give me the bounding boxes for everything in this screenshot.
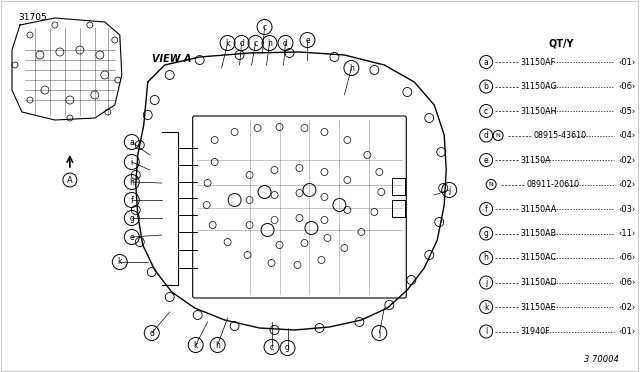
Text: 31150AH: 31150AH: [520, 106, 557, 115]
Text: a: a: [129, 138, 134, 147]
Text: ‹06›: ‹06›: [618, 278, 636, 287]
Text: h: h: [267, 38, 272, 48]
Text: b: b: [484, 82, 488, 91]
Text: 08915-43610: 08915-43610: [533, 131, 586, 140]
Text: ‹03›: ‹03›: [618, 205, 636, 214]
Text: k: k: [193, 340, 198, 350]
Text: i: i: [131, 157, 133, 167]
Text: N: N: [489, 182, 493, 187]
Text: g: g: [484, 229, 488, 238]
Text: j: j: [485, 278, 487, 287]
Text: d: d: [283, 38, 288, 48]
Text: 31150AA: 31150AA: [520, 205, 556, 214]
Text: k: k: [225, 38, 230, 48]
Text: 31150A: 31150A: [520, 155, 551, 164]
Text: ‹02›: ‹02›: [618, 180, 635, 189]
Text: ‹11›: ‹11›: [618, 229, 635, 238]
Text: h: h: [129, 177, 134, 186]
Text: h: h: [215, 340, 220, 350]
Text: c: c: [253, 38, 258, 48]
Text: ‹06›: ‹06›: [618, 253, 636, 263]
Text: k: k: [484, 302, 488, 311]
Text: h: h: [349, 64, 354, 73]
Text: ‹01›: ‹01›: [618, 327, 635, 336]
Text: A: A: [67, 176, 73, 185]
Text: ‹02›: ‹02›: [618, 302, 635, 311]
Text: ‹04›: ‹04›: [618, 131, 635, 140]
Text: 31150AD: 31150AD: [520, 278, 557, 287]
Text: ‹06›: ‹06›: [618, 82, 636, 91]
Text: d: d: [484, 131, 488, 140]
Text: c: c: [484, 106, 488, 115]
Text: VIEW A: VIEW A: [152, 54, 191, 64]
Bar: [392, 178, 405, 195]
Text: 31940F: 31940F: [520, 327, 550, 336]
Bar: [392, 200, 405, 217]
Text: N: N: [496, 133, 500, 138]
Text: f: f: [484, 205, 488, 214]
Text: d: d: [149, 328, 154, 337]
Text: l: l: [485, 327, 487, 336]
Text: ‹02›: ‹02›: [618, 155, 635, 164]
Text: ‹01›: ‹01›: [618, 58, 635, 67]
Text: c: c: [262, 22, 267, 32]
Text: g: g: [285, 343, 290, 353]
Text: 31150AE: 31150AE: [520, 302, 556, 311]
Text: QT/Y: QT/Y: [548, 38, 574, 48]
Text: ‹05›: ‹05›: [618, 106, 635, 115]
Text: 31150AB: 31150AB: [520, 229, 556, 238]
Text: 3 70004: 3 70004: [584, 355, 619, 364]
Text: 31150AG: 31150AG: [520, 82, 557, 91]
Text: k: k: [118, 257, 122, 266]
Text: h: h: [484, 253, 488, 263]
Text: a: a: [484, 58, 488, 67]
Text: j: j: [448, 186, 451, 195]
Text: e: e: [484, 155, 488, 164]
Text: c: c: [269, 343, 273, 352]
Text: e: e: [305, 35, 310, 45]
Text: e: e: [129, 232, 134, 241]
Text: g: g: [129, 214, 134, 222]
Text: 08911-20610: 08911-20610: [526, 180, 579, 189]
Text: j: j: [378, 328, 380, 337]
Text: 31150AF: 31150AF: [520, 58, 556, 67]
Text: d: d: [239, 38, 244, 48]
Text: 31150AC: 31150AC: [520, 253, 556, 263]
Text: f: f: [131, 196, 133, 205]
Text: 31705: 31705: [18, 13, 47, 22]
